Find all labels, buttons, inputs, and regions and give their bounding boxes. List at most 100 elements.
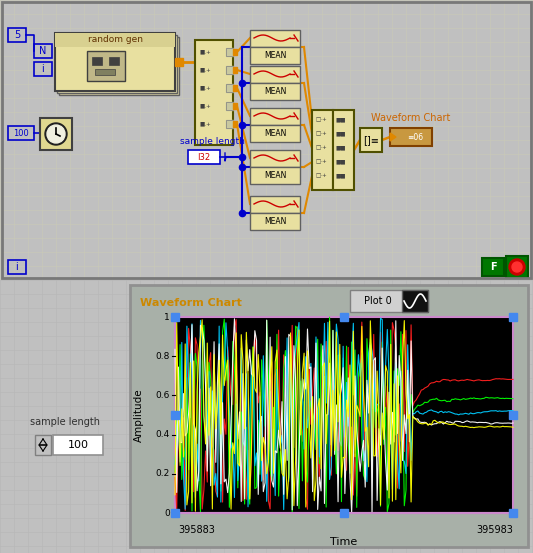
- Text: sample length: sample length: [30, 417, 100, 427]
- Bar: [360, 128, 382, 152]
- Bar: [171, 411, 179, 419]
- Bar: [55, 33, 175, 91]
- Circle shape: [512, 262, 522, 272]
- Bar: [171, 313, 179, 321]
- Text: ■.+: ■.+: [200, 122, 212, 127]
- Text: □·+: □·+: [315, 174, 327, 179]
- Text: MEAN: MEAN: [264, 86, 286, 96]
- Text: MEAN: MEAN: [264, 50, 286, 60]
- Text: 100: 100: [68, 440, 88, 450]
- Bar: [250, 213, 300, 230]
- Bar: [175, 58, 183, 66]
- Bar: [34, 44, 52, 58]
- Bar: [95, 69, 115, 75]
- Bar: [8, 260, 26, 274]
- Bar: [312, 110, 333, 190]
- Text: □·+: □·+: [315, 132, 327, 137]
- Bar: [233, 85, 237, 91]
- Bar: [35, 435, 51, 455]
- Bar: [233, 121, 237, 127]
- Bar: [333, 110, 354, 190]
- Bar: [509, 411, 517, 419]
- Bar: [340, 509, 348, 517]
- Text: I32: I32: [197, 153, 211, 161]
- Text: ■■: ■■: [336, 145, 346, 150]
- Bar: [350, 290, 428, 312]
- Bar: [57, 35, 177, 93]
- Text: i: i: [42, 64, 44, 74]
- Bar: [250, 196, 300, 213]
- Bar: [53, 435, 103, 455]
- Bar: [509, 313, 517, 321]
- Bar: [59, 37, 179, 95]
- Text: □·+: □·+: [315, 145, 327, 150]
- Text: Waveform Chart: Waveform Chart: [372, 113, 451, 123]
- Bar: [87, 51, 125, 81]
- Bar: [340, 313, 348, 321]
- Bar: [195, 40, 233, 145]
- Text: Plot 0: Plot 0: [364, 296, 392, 306]
- Text: 395883: 395883: [178, 525, 215, 535]
- Circle shape: [509, 259, 525, 275]
- Bar: [233, 67, 237, 73]
- Bar: [233, 103, 237, 109]
- Text: ■■: ■■: [336, 174, 346, 179]
- Text: N: N: [39, 46, 47, 56]
- Bar: [509, 509, 517, 517]
- Bar: [92, 57, 102, 65]
- Bar: [226, 48, 233, 56]
- Text: Time: Time: [330, 537, 358, 547]
- Bar: [250, 66, 300, 83]
- Text: MEAN: MEAN: [264, 128, 286, 138]
- Bar: [226, 84, 233, 92]
- Text: ■.+: ■.+: [200, 103, 212, 108]
- Bar: [226, 102, 233, 110]
- Polygon shape: [390, 133, 396, 141]
- Bar: [250, 83, 300, 100]
- Text: ■.+: ■.+: [200, 67, 212, 72]
- Text: F: F: [490, 262, 496, 272]
- Bar: [175, 317, 513, 513]
- Bar: [226, 120, 233, 128]
- Text: i: i: [15, 262, 18, 272]
- Text: Amplitude: Amplitude: [134, 388, 144, 442]
- Bar: [40, 118, 72, 150]
- Circle shape: [47, 125, 65, 143]
- Text: 0.6: 0.6: [156, 391, 170, 400]
- Bar: [34, 62, 52, 76]
- Circle shape: [45, 123, 67, 145]
- Text: random gen: random gen: [87, 35, 142, 44]
- Bar: [226, 84, 233, 92]
- Bar: [250, 108, 300, 125]
- Text: MEAN: MEAN: [264, 217, 286, 226]
- Text: 5: 5: [14, 30, 20, 40]
- Bar: [8, 28, 26, 42]
- Bar: [402, 290, 428, 312]
- Bar: [226, 48, 233, 56]
- Text: 0: 0: [164, 509, 170, 518]
- Text: ■■: ■■: [336, 159, 346, 164]
- Bar: [171, 509, 179, 517]
- Bar: [390, 128, 432, 146]
- Bar: [8, 126, 34, 140]
- Bar: [250, 125, 300, 142]
- Bar: [506, 256, 528, 278]
- Text: ≡06: ≡06: [407, 133, 423, 142]
- Bar: [109, 57, 119, 65]
- Text: MEAN: MEAN: [264, 170, 286, 180]
- Text: ■.+: ■.+: [200, 86, 212, 91]
- Bar: [226, 66, 233, 74]
- Text: □·+: □·+: [315, 159, 327, 164]
- Text: 0.8: 0.8: [156, 352, 170, 361]
- Bar: [226, 66, 233, 74]
- Text: 0.2: 0.2: [156, 469, 170, 478]
- Bar: [250, 30, 300, 47]
- Bar: [226, 102, 233, 110]
- Bar: [482, 258, 504, 276]
- Text: □·+: □·+: [315, 117, 327, 123]
- Text: 100: 100: [13, 128, 29, 138]
- Bar: [250, 150, 300, 167]
- Text: 0.4: 0.4: [156, 430, 170, 439]
- Bar: [233, 49, 237, 55]
- Bar: [130, 285, 528, 547]
